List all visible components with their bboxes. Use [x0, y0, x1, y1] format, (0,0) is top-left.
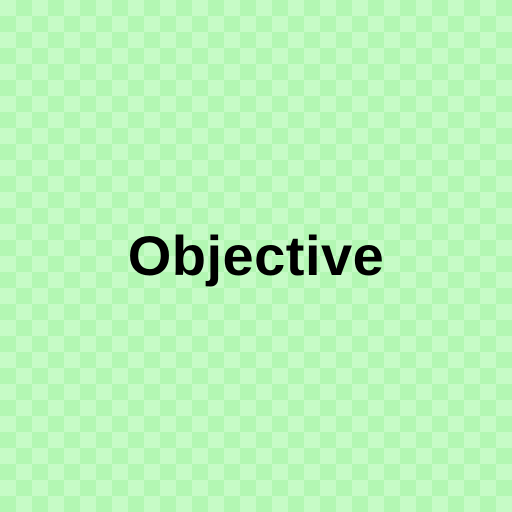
objective-label: Objective [127, 224, 385, 287]
